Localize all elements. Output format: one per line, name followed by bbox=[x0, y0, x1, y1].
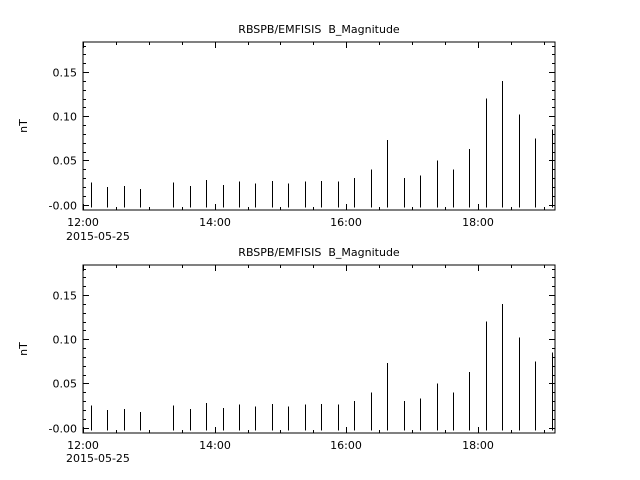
date-label-bottom: 2015-05-25 bbox=[66, 452, 130, 465]
chart-title-top: RBSPB/EMFISIS B_Magnitude bbox=[238, 23, 400, 36]
y-tick-label: 0.15 bbox=[53, 290, 78, 303]
x-tick-label: 18:00 bbox=[462, 439, 494, 452]
y-tick-label: 0.15 bbox=[53, 67, 78, 80]
y-tick-label: 0.10 bbox=[53, 111, 78, 124]
x-tick-label: 12:00 bbox=[67, 439, 99, 452]
plot-frame bbox=[82, 41, 556, 211]
y-tick-label: 0.05 bbox=[53, 378, 78, 391]
y-axis-label-bottom: nT bbox=[17, 342, 30, 356]
y-tick-label: 0.05 bbox=[53, 155, 78, 168]
y-tick-label: -0.00 bbox=[49, 200, 77, 213]
y-tick-label: -0.00 bbox=[49, 423, 77, 436]
bottom-chart-panel: 12:00 14:00 16:00 18:00 0.15 0.10 0.05 -0.00 bbox=[49, 264, 556, 452]
x-tick-label: 14:00 bbox=[199, 216, 231, 229]
plot-frame bbox=[82, 264, 556, 434]
x-tick-label: 18:00 bbox=[462, 216, 494, 229]
top-chart-panel: 12:00 14:00 16:00 18:00 0.15 0.10 0.05 -0.00 bbox=[49, 41, 556, 229]
date-label-top: 2015-05-25 bbox=[66, 230, 130, 243]
x-tick-label: 16:00 bbox=[330, 216, 362, 229]
x-tick-label: 16:00 bbox=[330, 439, 362, 452]
x-tick-label: 12:00 bbox=[67, 216, 99, 229]
y-tick-label: 0.10 bbox=[53, 334, 78, 347]
chart-title-bottom: RBSPB/EMFISIS B_Magnitude bbox=[238, 246, 400, 259]
x-tick-label: 14:00 bbox=[199, 439, 231, 452]
y-axis-label-top: nT bbox=[17, 119, 30, 133]
